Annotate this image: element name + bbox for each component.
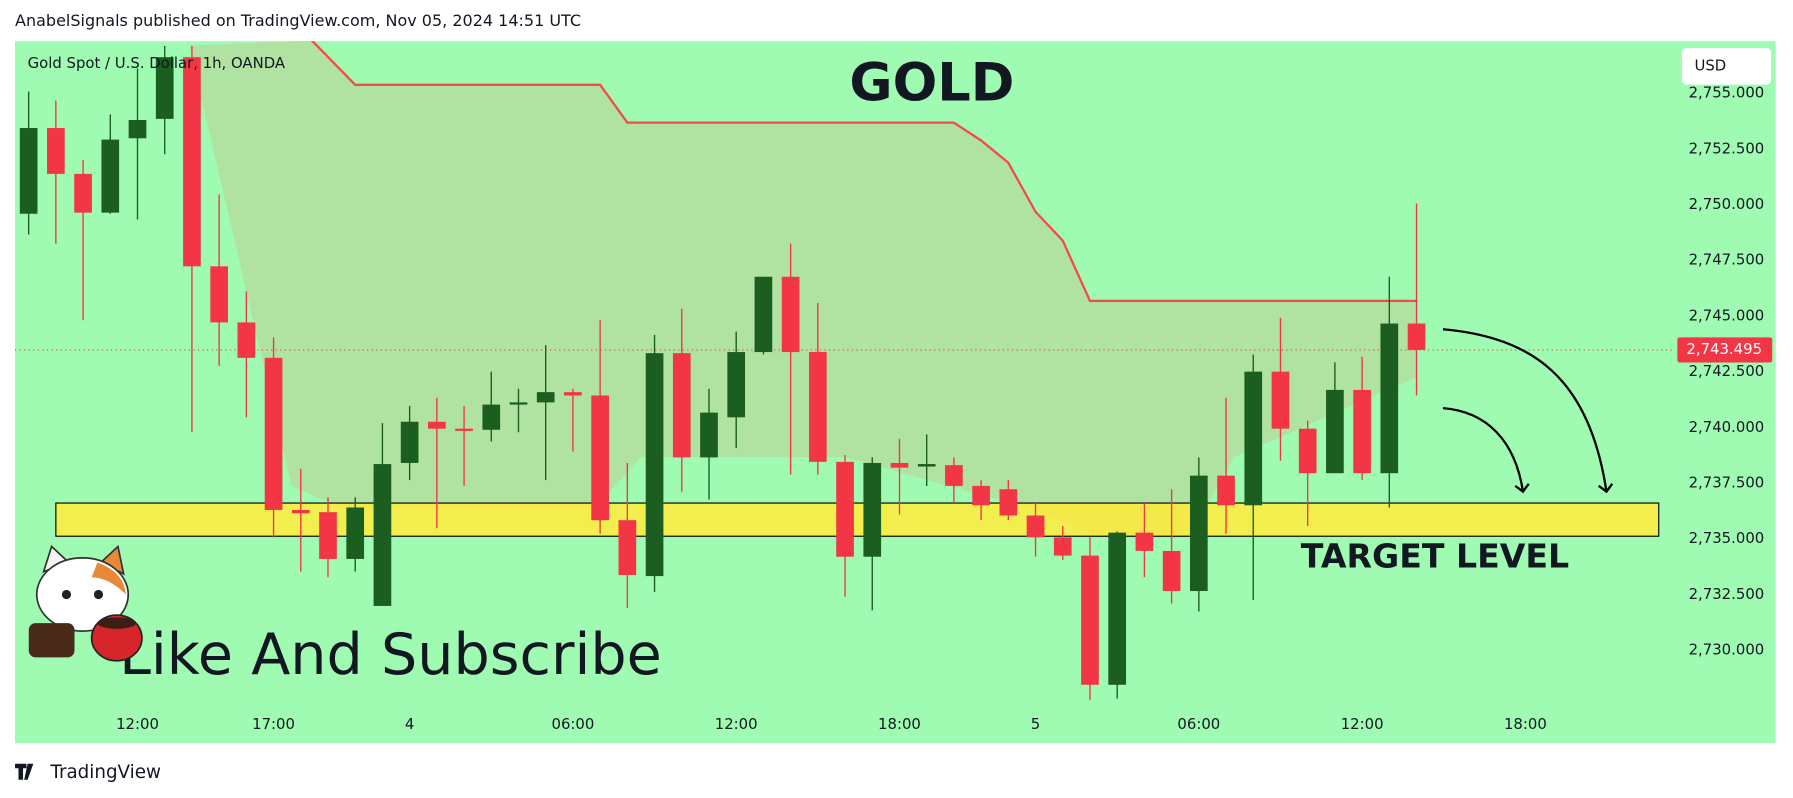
- y-tick-label: 2,750.000: [1689, 195, 1765, 213]
- candle-body: [645, 353, 664, 577]
- candle-body: [1407, 323, 1426, 350]
- candle-body: [264, 357, 283, 510]
- candle-body: [727, 352, 746, 418]
- candle-body: [101, 139, 120, 213]
- last-price-tag: [1677, 337, 1773, 363]
- x-tick-label: 17:00: [252, 715, 295, 733]
- candle-body: [319, 512, 337, 559]
- target-zone: [55, 502, 1660, 537]
- candle-body: [536, 392, 555, 403]
- y-tick-label: 2,735.000: [1689, 529, 1765, 547]
- candle-body: [509, 402, 528, 405]
- candle-body: [47, 128, 65, 174]
- candle-body: [917, 464, 936, 467]
- symbol-label: Gold Spot / U.S. Dollar, 1h, OANDA: [28, 54, 286, 72]
- x-tick-label: 06:00: [552, 715, 595, 733]
- cta-text: Like And Subscribe: [119, 622, 662, 688]
- candle-body: [672, 353, 691, 458]
- candle-body: [346, 507, 365, 559]
- candle-body: [781, 276, 800, 353]
- currency-label[interactable]: USD: [1695, 56, 1727, 74]
- candle-body: [482, 404, 501, 430]
- brand-name: TradingView: [49, 762, 161, 783]
- arrow: [1442, 407, 1530, 494]
- candle-body: [74, 173, 92, 213]
- candle-body: [1244, 371, 1263, 506]
- x-tick-label: 12:00: [116, 715, 159, 733]
- chart-title: GOLD: [849, 52, 1014, 113]
- candle-body: [591, 395, 609, 521]
- candle-body: [1135, 532, 1154, 551]
- candle-body: [808, 352, 827, 462]
- candle-body: [291, 509, 310, 514]
- candle-body: [564, 392, 582, 396]
- candle-body: [863, 462, 882, 557]
- candle-body: [890, 462, 909, 468]
- currency-box[interactable]: [1681, 48, 1772, 85]
- candle-body: [1053, 537, 1072, 556]
- candle-body: [999, 489, 1018, 516]
- candle-body: [1081, 555, 1099, 685]
- candle-body: [455, 428, 473, 431]
- candle-body: [1326, 389, 1344, 474]
- candle-body: [754, 276, 773, 353]
- candle-body: [945, 465, 963, 486]
- candle-body: [836, 461, 854, 557]
- publish-header: AnabelSignals published on TradingView.c…: [15, 11, 581, 30]
- candle-body: [210, 266, 228, 323]
- candle-body: [1353, 389, 1371, 474]
- candle-body: [1162, 550, 1181, 592]
- y-tick-label: 2,732.500: [1689, 585, 1765, 603]
- y-tick-label: 2,730.000: [1689, 640, 1765, 658]
- candle-body: [1298, 428, 1317, 474]
- x-tick-label: 18:00: [878, 715, 921, 733]
- candle-body: [128, 119, 147, 139]
- candle-body: [19, 128, 38, 214]
- candle-body: [400, 421, 419, 463]
- x-tick-label: 12:00: [1341, 715, 1384, 733]
- y-tick-label: 2,737.500: [1689, 473, 1765, 491]
- candle-body: [1217, 475, 1235, 506]
- candle-body: [1189, 475, 1208, 592]
- candle-body: [972, 485, 990, 506]
- y-tick-label: 2,740.000: [1689, 418, 1765, 436]
- candle-body: [618, 520, 637, 575]
- candle-body: [1271, 371, 1290, 429]
- candle-body: [1380, 323, 1399, 474]
- x-tick-label: 12:00: [715, 715, 758, 733]
- y-tick-label: 2,747.500: [1689, 251, 1765, 269]
- y-tick-label: 2,742.500: [1689, 362, 1765, 380]
- x-tick-label: 5: [1031, 715, 1040, 733]
- candle-body: [155, 57, 174, 119]
- brand-logo: [15, 763, 34, 780]
- candle-body: [373, 464, 392, 606]
- y-tick-label: 2,745.000: [1689, 306, 1765, 324]
- target-label: TARGET LEVEL: [1301, 536, 1569, 575]
- last-price-label: 2,743.495: [1686, 340, 1762, 358]
- candle-body: [183, 57, 201, 267]
- x-tick-label: 4: [405, 715, 414, 733]
- candle-body: [428, 421, 446, 429]
- candle-body: [1108, 532, 1127, 685]
- x-tick-label: 06:00: [1177, 715, 1220, 733]
- y-tick-label: 2,752.500: [1689, 139, 1765, 157]
- candle-body: [700, 412, 718, 458]
- arrow: [1442, 328, 1614, 494]
- resistance-line: [310, 41, 1417, 302]
- mascot: [28, 544, 143, 662]
- x-tick-label: 18:00: [1504, 715, 1547, 733]
- y-tick-label: 2,755.000: [1689, 84, 1765, 102]
- candle-body: [1026, 515, 1045, 538]
- candle-body: [237, 322, 256, 358]
